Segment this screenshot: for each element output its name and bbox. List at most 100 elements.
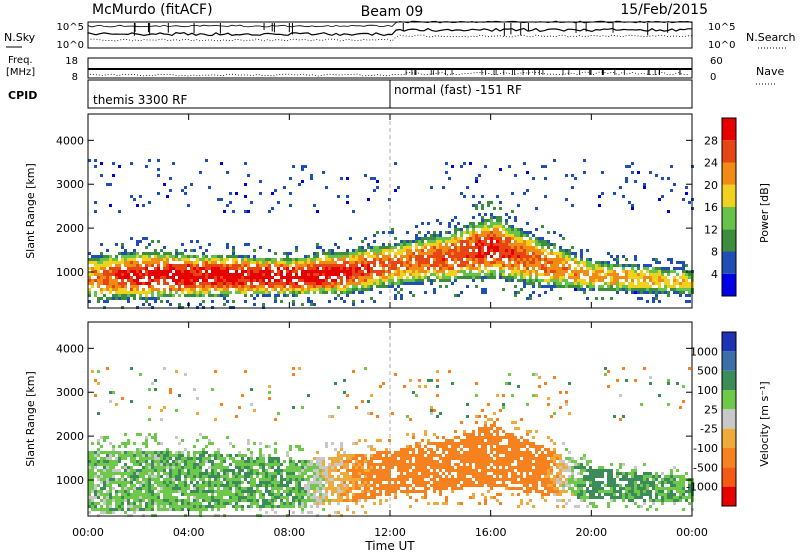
heatmap-cell (379, 502, 382, 505)
colorbar-swatch (722, 273, 736, 296)
heatmap-cell (169, 490, 172, 493)
heatmap-cell (613, 279, 616, 282)
heatmap-cell (175, 478, 178, 481)
heatmap-cell (256, 264, 259, 267)
heatmap-cell (265, 478, 268, 481)
heatmap-cell (517, 252, 520, 255)
heatmap-cell (157, 159, 160, 162)
heatmap-cell (418, 379, 421, 382)
heatmap-cell (448, 270, 451, 273)
heatmap-cell (511, 192, 514, 195)
heatmap-cell (379, 466, 382, 469)
heatmap-cell (433, 487, 436, 490)
heatmap-cell (151, 484, 154, 487)
heatmap-cell (163, 246, 166, 249)
heatmap-cell (103, 493, 106, 496)
heatmap-cell (97, 279, 100, 282)
heatmap-cell (325, 445, 328, 448)
heatmap-cell (133, 198, 136, 201)
heatmap-cell (349, 490, 352, 493)
heatmap-cell (469, 267, 472, 270)
heatmap-cell (130, 505, 133, 508)
heatmap-cell (112, 451, 115, 454)
heatmap-cell (304, 460, 307, 463)
heatmap-cell (409, 264, 412, 267)
heatmap-cell (163, 270, 166, 273)
heatmap-cell (118, 457, 121, 460)
heatmap-cell (163, 490, 166, 493)
heatmap-cell (163, 457, 166, 460)
heatmap-cell (169, 303, 172, 306)
heatmap-cell (361, 463, 364, 466)
heatmap-cell (325, 490, 328, 493)
heatmap-cell (445, 264, 448, 267)
heatmap-cell (319, 466, 322, 469)
heatmap-cell (469, 252, 472, 255)
heatmap-cell (178, 490, 181, 493)
heatmap-cell (148, 285, 151, 288)
heatmap-cell (433, 463, 436, 466)
heatmap-cell (169, 264, 172, 267)
heatmap-cell (322, 264, 325, 267)
heatmap-cell (442, 463, 445, 466)
heatmap-cell (433, 454, 436, 457)
heatmap-cell (193, 276, 196, 279)
heatmap-cell (244, 499, 247, 502)
heatmap-cell (517, 246, 520, 249)
heatmap-cell (364, 481, 367, 484)
heatmap-cell (274, 487, 277, 490)
heatmap-cell (337, 460, 340, 463)
heatmap-cell (391, 264, 394, 267)
heatmap-cell (496, 243, 499, 246)
heatmap-cell (532, 282, 535, 285)
heatmap-cell (664, 282, 667, 285)
nsearch-tick-bottom: 10^0 (708, 40, 735, 51)
heatmap-cell (433, 291, 436, 294)
heatmap-cell (316, 246, 319, 249)
heatmap-cell (193, 496, 196, 499)
heatmap-cell (271, 490, 274, 493)
heatmap-cell (115, 508, 118, 511)
heatmap-cell (256, 267, 259, 270)
heatmap-cell (220, 460, 223, 463)
heatmap-cell (172, 469, 175, 472)
heatmap-cell (88, 300, 91, 303)
heatmap-cell (118, 508, 121, 511)
heatmap-cell (211, 466, 214, 469)
power-x-axis (87, 114, 693, 308)
heatmap-cell (331, 493, 334, 496)
heatmap-cell (175, 502, 178, 505)
heatmap-cell (382, 246, 385, 249)
heatmap-cell (424, 475, 427, 478)
heatmap-cell (403, 270, 406, 273)
heatmap-cell (232, 273, 235, 276)
heatmap-cell (169, 505, 172, 508)
heatmap-cell (688, 276, 691, 279)
heatmap-cell (94, 279, 97, 282)
heatmap-cell (217, 264, 220, 267)
heatmap-cell (217, 472, 220, 475)
heatmap-cell (400, 294, 403, 297)
heatmap-cell (517, 237, 520, 240)
heatmap-cell (94, 484, 97, 487)
heatmap-cell (637, 291, 640, 294)
heatmap-cell (268, 445, 271, 448)
heatmap-cell (118, 267, 121, 270)
heatmap-cell (673, 282, 676, 285)
heatmap-cell (136, 448, 139, 451)
heatmap-cell (424, 270, 427, 273)
colorbar-swatch (722, 229, 736, 252)
heatmap-cell (142, 267, 145, 270)
heatmap-cell (292, 478, 295, 481)
heatmap-cell (403, 466, 406, 469)
heatmap-cell (235, 484, 238, 487)
heatmap-cell (334, 466, 337, 469)
heatmap-cell (136, 252, 139, 255)
heatmap-cell (676, 282, 679, 285)
heatmap-cell (121, 273, 124, 276)
heatmap-cell (619, 288, 622, 291)
heatmap-cell (535, 255, 538, 258)
heatmap-cell (262, 499, 265, 502)
heatmap-cell (259, 481, 262, 484)
heatmap-cell (196, 261, 199, 264)
